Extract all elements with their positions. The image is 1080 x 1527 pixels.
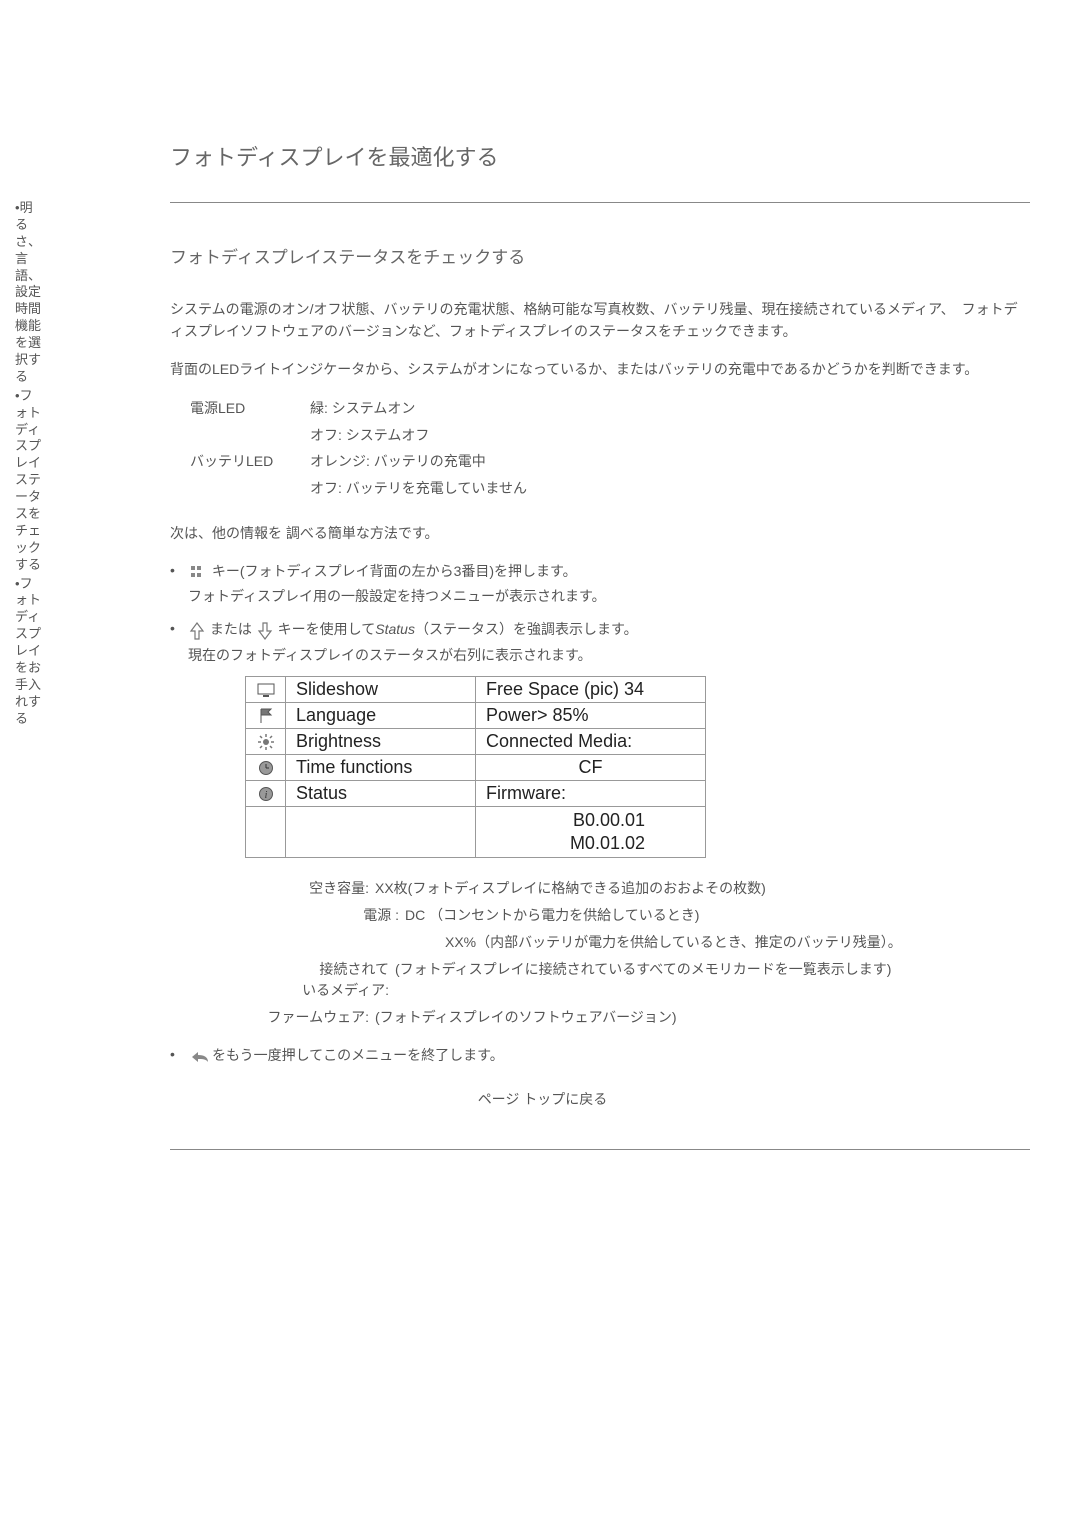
status-value: B0.00.01 M0.01.02 bbox=[476, 806, 706, 858]
table-row: i Status Firmware: bbox=[246, 780, 706, 806]
flag-icon bbox=[246, 702, 286, 728]
slideshow-icon bbox=[246, 676, 286, 702]
menu-key-icon bbox=[188, 562, 208, 582]
status-label: Status bbox=[286, 780, 476, 806]
status-table: Slideshow Free Space (pic) 34 Language P… bbox=[245, 676, 706, 859]
table-row: Time functions CF bbox=[246, 754, 706, 780]
bullet: • bbox=[170, 559, 188, 583]
table-row: Language Power> 85% bbox=[246, 702, 706, 728]
table-row: B0.00.01 M0.01.02 bbox=[246, 806, 706, 858]
def-body: XX枚(フォトディスプレイに格納できる追加のおおよその枚数) bbox=[375, 878, 1030, 899]
status-label: Brightness bbox=[286, 728, 476, 754]
step2-pre: または bbox=[206, 621, 256, 637]
status-label: Time functions bbox=[286, 754, 476, 780]
step2-status-word: Status bbox=[375, 621, 415, 637]
status-label: Language bbox=[286, 702, 476, 728]
led-row: バッテリLEDオレンジ: バッテリの充電中 bbox=[190, 448, 1030, 475]
up-key-icon bbox=[188, 621, 206, 641]
def-row: ファームウェア: (フォトディスプレイのソフトウェアバージョン) bbox=[235, 1007, 1030, 1028]
def-row: 空き容量: XX枚(フォトディスプレイに格納できる追加のおおよその枚数) bbox=[295, 878, 1030, 899]
section-title: フォトディスプレイステータスをチェックする bbox=[170, 243, 1030, 268]
step2-post: （ステータス）を強調表示します。 bbox=[415, 621, 638, 637]
main-content: フォトディスプレイを最適化する フォトディスプレイステータスをチェックする シス… bbox=[55, 140, 1030, 1150]
def-row: XX%（内部バッテリが電力を供給しているとき、推定のバッテリ残量）。 bbox=[295, 932, 1030, 953]
led-row: オフ: システムオフ bbox=[190, 422, 1030, 449]
paragraph-1: システムの電源のオン/オフ状態、バッテリの充電状態、格納可能な写真枚数、バッテリ… bbox=[170, 298, 1030, 343]
step3-text: をもう一度押してこのメニューを終了します。 bbox=[212, 1047, 504, 1063]
status-value: Power> 85% bbox=[476, 702, 706, 728]
def-body: (フォトディスプレイに接続されているすべてのメモリカードを一覧表示します) bbox=[395, 959, 1030, 1001]
table-row: Brightness Connected Media: bbox=[246, 728, 706, 754]
def-term: ファームウェア: bbox=[235, 1007, 375, 1028]
brightness-icon bbox=[246, 728, 286, 754]
step1-text-b: フォトディスプレイ用の一般設定を持つメニューが表示されます。 bbox=[188, 588, 606, 604]
divider-bottom bbox=[170, 1149, 1030, 1150]
step-1: • キー(フォトディスプレイ背面の左から3番目)を押します。 フォトディスプレイ… bbox=[170, 559, 1030, 609]
status-value: Free Space (pic) 34 bbox=[476, 676, 706, 702]
divider bbox=[170, 202, 1030, 203]
led-table: 電源LED緑: システムオン オフ: システムオフ バッテリLEDオレンジ: バ… bbox=[190, 395, 1030, 501]
step-3: • をもう一度押してこのメニューを終了します。 bbox=[170, 1043, 1030, 1068]
def-term: 電源 : bbox=[295, 905, 405, 926]
sidebar: •明るさ、言語、設定時間機能を選択する •フォトディスプレイステータスをチェック… bbox=[15, 200, 45, 730]
def-term: 接続されて いるメディア: bbox=[255, 959, 395, 1001]
step2-mid: キーを使用して bbox=[274, 621, 375, 637]
info-icon: i bbox=[246, 780, 286, 806]
def-row: 接続されて いるメディア: (フォトディスプレイに接続されているすべてのメモリカ… bbox=[255, 959, 1030, 1001]
status-label: Slideshow bbox=[286, 676, 476, 702]
sidebar-item-2[interactable]: •フォトディスプレイをお手入れする bbox=[15, 576, 45, 728]
step1-text-a: キー(フォトディスプレイ背面の左から3番目)を押します。 bbox=[208, 563, 577, 579]
down-key-icon bbox=[256, 621, 274, 641]
def-row: 電源 : DC （コンセントから電力を供給しているとき) bbox=[295, 905, 1030, 926]
status-value: Firmware: bbox=[476, 780, 706, 806]
svg-text:i: i bbox=[264, 790, 267, 801]
step-2: • または キーを使用してStatus（ステータス）を強調表示します。 現在のフ… bbox=[170, 617, 1030, 667]
bullet: • bbox=[170, 617, 188, 641]
paragraph-2: 背面のLEDライトインジケータから、システムがオンになっているか、またはバッテリ… bbox=[170, 358, 1030, 380]
table-row: Slideshow Free Space (pic) 34 bbox=[246, 676, 706, 702]
led-row: オフ: バッテリを充電していません bbox=[190, 475, 1030, 502]
status-value: CF bbox=[476, 754, 706, 780]
def-body: (フォトディスプレイのソフトウェアバージョン) bbox=[375, 1007, 1030, 1028]
empty-cell bbox=[246, 806, 286, 858]
led-row: 電源LED緑: システムオン bbox=[190, 395, 1030, 422]
bullet: • bbox=[170, 1043, 188, 1067]
step2-b: 現在のフォトディスプレイのステータスが右列に表示されます。 bbox=[188, 647, 592, 663]
def-term bbox=[295, 932, 445, 953]
def-body: XX%（内部バッテリが電力を供給しているとき、推定のバッテリ残量）。 bbox=[445, 932, 1030, 953]
def-term: 空き容量: bbox=[295, 878, 375, 899]
paragraph-3: 次は、他の情報を 調べる簡単な方法です。 bbox=[170, 522, 1030, 544]
page-title: フォトディスプレイを最適化する bbox=[170, 140, 1030, 172]
clock-icon bbox=[246, 754, 286, 780]
def-body: DC （コンセントから電力を供給しているとき) bbox=[405, 905, 1030, 926]
sidebar-item-1[interactable]: •フォトディスプレイステータスをチェックする bbox=[15, 388, 45, 574]
back-key-icon bbox=[188, 1048, 212, 1066]
sidebar-item-0[interactable]: •明るさ、言語、設定時間機能を選択する bbox=[15, 200, 45, 386]
back-to-top-link[interactable]: ページ トップに戻る bbox=[55, 1089, 1030, 1109]
status-value: Connected Media: bbox=[476, 728, 706, 754]
empty-cell bbox=[286, 806, 476, 858]
definitions: 空き容量: XX枚(フォトディスプレイに格納できる追加のおおよその枚数) 電源 … bbox=[295, 878, 1030, 1028]
